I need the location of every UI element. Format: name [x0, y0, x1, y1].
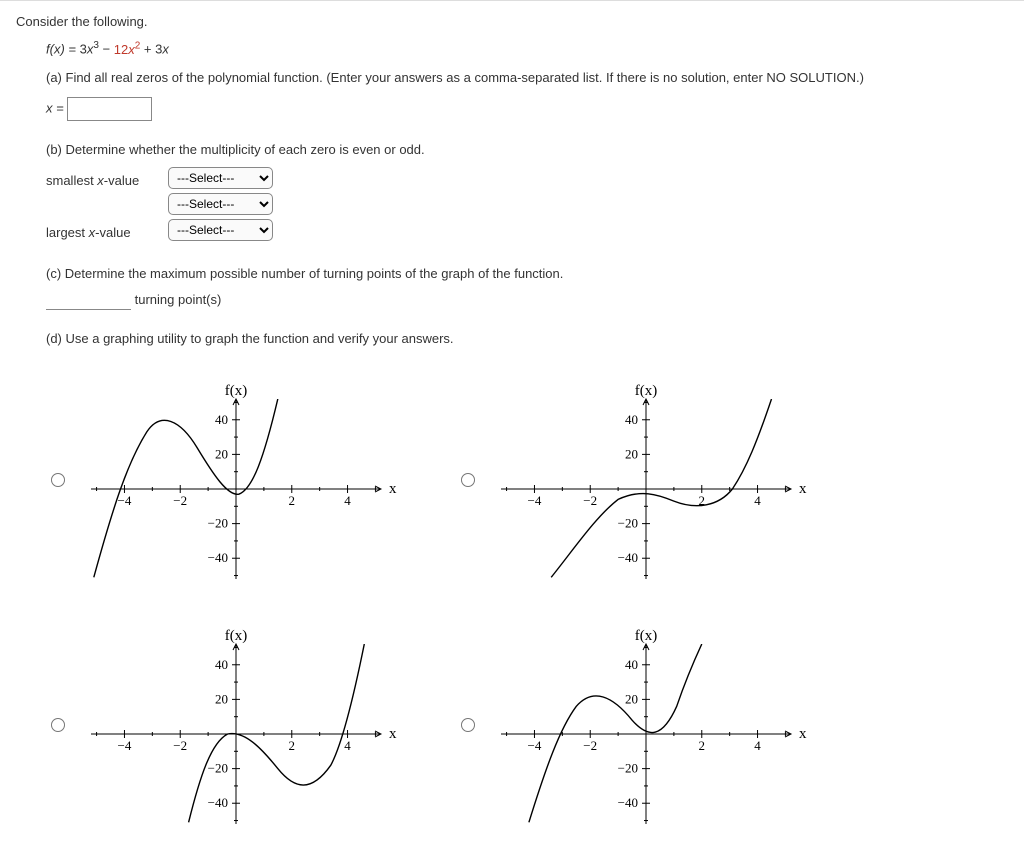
sep2: + 3	[144, 42, 162, 57]
graph-option-1[interactable]	[51, 473, 65, 487]
var-x-3: x	[162, 42, 169, 57]
intro-text: Consider the following.	[16, 13, 1004, 31]
svg-text:−2: −2	[173, 493, 187, 508]
svg-text:40: 40	[625, 412, 638, 427]
svg-text:2: 2	[289, 738, 296, 753]
multiplicity-select-3[interactable]: ---Select---	[168, 219, 273, 241]
multiplicity-select-1[interactable]: ---Select---	[168, 167, 273, 189]
exp2: 2	[135, 40, 141, 51]
red-coef: 12x2	[114, 42, 141, 57]
charts-grid: −4 −2 2 4 −40 −20 20 40 f(x) x −4 −2 2 4 −40 −20 20 40 f(…	[46, 356, 866, 846]
svg-text:2: 2	[699, 738, 706, 753]
x-equals-label: x =	[46, 100, 64, 115]
graph-option-3[interactable]	[51, 718, 65, 732]
svg-text:−20: −20	[618, 761, 638, 776]
svg-text:−20: −20	[208, 516, 228, 531]
graph-1: −4 −2 2 4 −40 −20 20 40 f(x) x	[71, 361, 411, 596]
part-c: (c) Determine the maximum possible numbe…	[46, 265, 1004, 310]
largest-x-label: largest x-value	[46, 220, 156, 246]
svg-text:−40: −40	[208, 795, 228, 810]
graph-option-2[interactable]	[461, 473, 475, 487]
svg-text:20: 20	[625, 691, 638, 706]
svg-text:−4: −4	[528, 738, 542, 753]
sep1: −	[103, 42, 114, 57]
graph-4: −4 −2 2 4 −40 −20 20 40 f(x) x	[481, 606, 821, 841]
svg-text:20: 20	[625, 446, 638, 461]
svg-text:4: 4	[344, 493, 351, 508]
svg-text:−2: −2	[173, 738, 187, 753]
svg-text:−4: −4	[528, 493, 542, 508]
part-d-prompt: (d) Use a graphing utility to graph the …	[46, 330, 1004, 348]
svg-text:f(x): f(x)	[635, 628, 658, 644]
svg-text:4: 4	[754, 493, 761, 508]
svg-text:−40: −40	[618, 550, 638, 565]
part-c-prompt: (c) Determine the maximum possible numbe…	[46, 265, 1004, 283]
turning-points-label: turning point(s)	[135, 292, 222, 307]
svg-text:40: 40	[215, 412, 228, 427]
svg-text:−20: −20	[208, 761, 228, 776]
svg-text:40: 40	[625, 657, 638, 672]
svg-text:−20: −20	[618, 516, 638, 531]
zeros-input[interactable]	[67, 97, 152, 121]
svg-text:40: 40	[215, 657, 228, 672]
svg-text:f(x): f(x)	[635, 383, 658, 399]
svg-text:f(x): f(x)	[225, 383, 248, 399]
svg-text:−40: −40	[208, 550, 228, 565]
part-a-prompt: (a) Find all real zeros of the polynomia…	[46, 69, 1004, 87]
part-b: (b) Determine whether the multiplicity o…	[46, 141, 1004, 245]
svg-text:−4: −4	[118, 493, 132, 508]
part-b-prompt: (b) Determine whether the multiplicity o…	[46, 141, 1004, 159]
func-lhs: f(x) =	[46, 42, 80, 57]
svg-text:−4: −4	[118, 738, 132, 753]
svg-text:2: 2	[289, 493, 296, 508]
graph-option-4[interactable]	[461, 718, 475, 732]
svg-text:−2: −2	[583, 493, 597, 508]
svg-text:4: 4	[344, 738, 351, 753]
svg-text:20: 20	[215, 691, 228, 706]
svg-text:−40: −40	[618, 795, 638, 810]
svg-text:−2: −2	[583, 738, 597, 753]
exp3: 3	[93, 40, 99, 51]
multiplicity-select-2[interactable]: ---Select---	[168, 193, 273, 215]
svg-text:x: x	[799, 481, 807, 497]
svg-text:f(x): f(x)	[225, 628, 248, 644]
graph-3: −4 −2 2 4 −40 −20 20 40 f(x) x	[71, 606, 411, 841]
function-expression: f(x) = 3x3 − 12x2 + 3x	[46, 39, 1004, 59]
svg-text:x: x	[799, 726, 807, 742]
svg-text:20: 20	[215, 446, 228, 461]
graph-2: −4−224−40−202040f(x)x	[481, 361, 821, 596]
svg-text:x: x	[389, 481, 397, 497]
smallest-x-label: smallest x-value	[46, 168, 156, 194]
turning-points-input[interactable]	[46, 292, 131, 310]
svg-text:4: 4	[754, 738, 761, 753]
svg-text:x: x	[389, 726, 397, 742]
part-d: (d) Use a graphing utility to graph the …	[46, 330, 1004, 348]
coef3: 3	[80, 42, 87, 57]
coef2: 12	[114, 42, 128, 57]
